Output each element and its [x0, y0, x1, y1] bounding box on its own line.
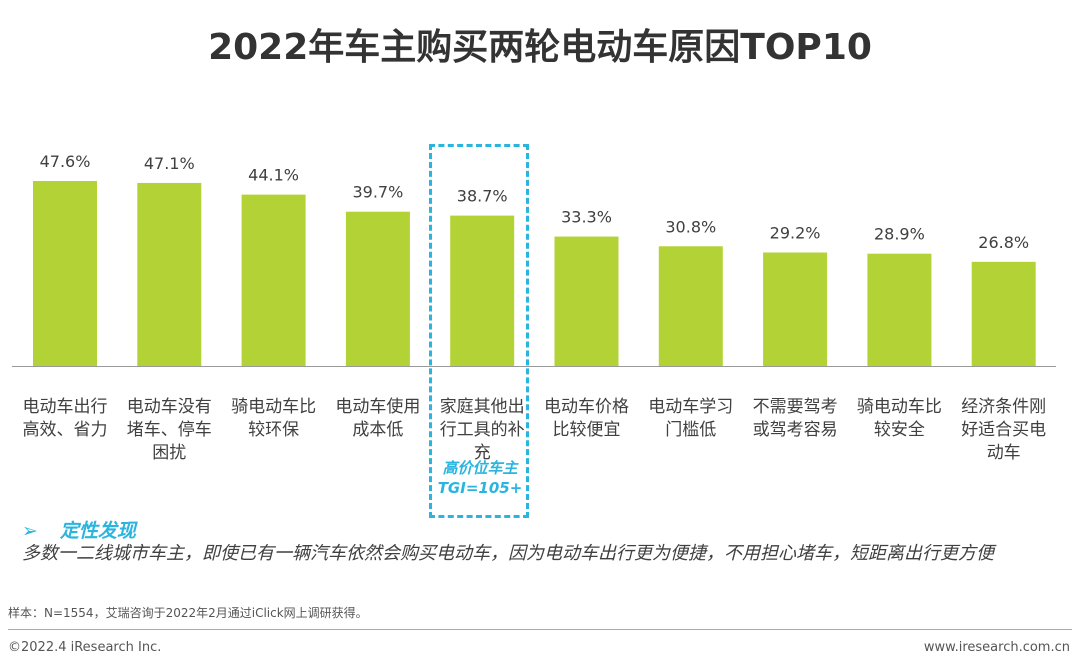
bar: [658, 246, 723, 366]
bar: [345, 211, 410, 366]
bar: [763, 252, 828, 366]
category-label-line: 动车: [986, 443, 1021, 463]
finding-heading-text: 定性发现: [59, 520, 136, 542]
sample-note: 样本：N=1554，艾瑞咨询于2022年2月通过iClick网上调研获得。: [8, 606, 368, 620]
bar: [137, 182, 202, 366]
website-link[interactable]: www.iresearch.com.cn: [923, 640, 1070, 655]
category-label-line: 骑电动车比: [231, 397, 317, 417]
category-label: 电动车没有堵车、停车困扰: [117, 396, 221, 465]
category-label-line: 堵车、停车: [126, 420, 212, 440]
category-label: 电动车出行高效、省力: [13, 396, 117, 442]
category-label-line: 电动车出行: [22, 397, 108, 417]
finding-heading: ➢ 定性发现: [22, 516, 136, 543]
chart-title: 2022年车主购买两轮电动车原因TOP10: [208, 27, 872, 68]
category-label-line: 困扰: [152, 443, 187, 463]
category-label-line: 比较便宜: [552, 420, 621, 440]
category-label: 骑电动车比 较安全: [847, 396, 951, 442]
category-label-line: 好适合买电: [961, 420, 1047, 440]
category-label-line: 电动车学习: [648, 397, 734, 417]
data-label: 47.1%: [144, 154, 195, 173]
data-label: 47.6%: [40, 152, 91, 171]
category-label-line: 经济条件刚: [961, 397, 1047, 417]
category-label-line: 电动车价格: [544, 397, 629, 417]
highlight-note-line: 高价位车主: [442, 459, 518, 477]
category-label-line: 门槛低: [665, 420, 717, 440]
category-label-line: 行工具的补: [439, 420, 525, 440]
bar: [450, 215, 515, 366]
category-label: 电动车学习 门槛低: [639, 396, 743, 442]
bar: [867, 253, 932, 366]
data-label: 28.9%: [874, 225, 925, 244]
highlight-note: 高价位车主 TGI=105+: [430, 458, 530, 498]
data-label: 39.7%: [352, 183, 403, 202]
category-label: 家庭其他出行工具的补充: [430, 396, 534, 465]
bar-chart: 47.6% 47.1% 44.1% 39.7% 38.7% 33.3% 30.8% 29.2%…: [12, 152, 1056, 367]
divider: [8, 629, 1072, 630]
category-label-line: 成本低: [352, 420, 404, 440]
category-label-line: 家庭其他出: [439, 397, 525, 417]
bar: [33, 181, 97, 366]
highlight-box: [429, 144, 529, 518]
category-label: 经济条件刚好适合买电动车: [952, 396, 1056, 465]
category-label: 电动车使用 成本低: [326, 396, 430, 442]
copyright: ©2022.4 iResearch Inc.: [8, 640, 162, 655]
bar: [971, 261, 1036, 366]
category-label-line: 充: [473, 443, 491, 463]
category-label: 电动车价格 比较便宜: [535, 396, 639, 442]
category-label-line: 或驾考容易: [752, 420, 838, 440]
arrow-icon: ➢: [22, 520, 38, 542]
bar: [554, 236, 619, 366]
category-label: 不需要驾考或驾考容易: [743, 396, 847, 442]
category-label-line: 电动车使用: [335, 397, 421, 417]
data-label: 26.8%: [978, 233, 1029, 252]
bar: [241, 194, 306, 366]
category-label-line: 骑电动车比: [856, 397, 942, 417]
category-label-line: 较安全: [873, 420, 925, 440]
category-label-line: 高效、省力: [22, 420, 108, 440]
data-label: 29.2%: [770, 224, 821, 243]
data-label: 38.7%: [457, 187, 508, 206]
category-label: 骑电动车比 较环保: [222, 396, 326, 442]
data-label: 30.8%: [665, 217, 716, 236]
category-label-line: 电动车没有: [126, 397, 212, 417]
category-label-line: 较环保: [248, 420, 300, 440]
data-label: 33.3%: [561, 208, 612, 227]
category-label-line: 不需要驾考: [752, 397, 838, 417]
data-label: 44.1%: [248, 166, 299, 185]
finding-body: 多数一二线城市车主，即使已有一辆汽车依然会购买电动车，因为电动车出行更为便捷，不…: [22, 543, 994, 564]
highlight-note-line: TGI=105+: [437, 479, 523, 497]
